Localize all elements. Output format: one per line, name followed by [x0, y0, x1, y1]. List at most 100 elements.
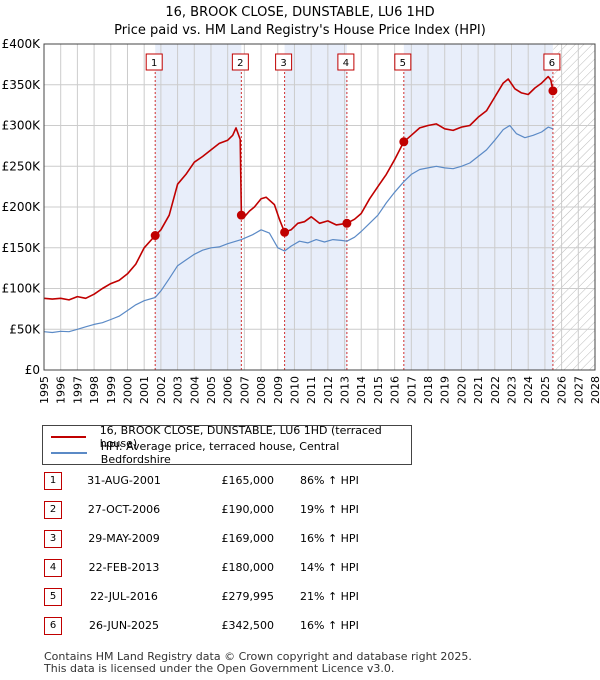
sale-number-badge: 4: [44, 559, 62, 577]
footer-licence: This data is licensed under the Open Gov…: [44, 662, 395, 675]
y-tick-label: £100K: [2, 282, 42, 296]
sale-hpi-change: 19% ↑ HPI: [300, 503, 359, 516]
sale-price: £342,500: [221, 619, 275, 632]
hpi-line-swatch: [51, 452, 87, 454]
sale-marker-number: 3: [280, 58, 286, 69]
footer: Contains HM Land Registry data © Crown c…: [44, 651, 472, 675]
x-tick-label: 2004: [188, 376, 201, 404]
sale-row: 5 22-JUL-2016 £279,995 21% ↑ HPI: [44, 588, 404, 608]
sale-hpi-change: 16% ↑ HPI: [300, 619, 359, 632]
sale-row: 2 27-OCT-2006 £190,000 19% ↑ HPI: [44, 501, 404, 521]
x-tick-label: 2006: [222, 376, 235, 404]
sale-marker-box-frame: [145, 53, 163, 71]
sale-marker-number: 2: [237, 58, 243, 69]
sale-marker-number: 6: [549, 58, 555, 69]
sale-number-badge: 3: [44, 530, 62, 548]
y-tick-label: £300K: [2, 119, 42, 133]
sale-price: £279,995: [221, 590, 275, 603]
sale-point: [342, 218, 352, 228]
sale-number-badge: 5: [44, 588, 62, 606]
legend: 16, BROOK CLOSE, DUNSTABLE, LU6 1HD (ter…: [42, 424, 412, 466]
x-tick-label: 2026: [556, 376, 569, 404]
sale-date: 31-AUG-2001: [87, 474, 161, 487]
y-tick-label: £200K: [2, 200, 42, 214]
x-tick-label: 2007: [238, 376, 251, 404]
x-tick-label: 2008: [255, 376, 268, 404]
x-tick-label: 2017: [405, 376, 418, 404]
x-tick-label: 1999: [105, 376, 118, 404]
sale-marker-box-frame: [394, 53, 412, 71]
sale-price: £165,000: [221, 474, 275, 487]
x-tick-label: 2020: [455, 376, 468, 404]
x-tick-label: 2023: [506, 376, 519, 404]
sale-row: 4 22-FEB-2013 £180,000 14% ↑ HPI: [44, 559, 404, 579]
sale-marker-box-frame: [337, 53, 355, 71]
legend-property-label: 16, BROOK CLOSE, DUNSTABLE, LU6 1HD (ter…: [99, 424, 382, 450]
x-tick-label: 1995: [38, 376, 51, 404]
x-tick-label: 2010: [288, 376, 301, 404]
x-tick-label: 1996: [55, 376, 68, 404]
x-tick-label: 2016: [389, 376, 402, 404]
sale-point: [150, 231, 160, 241]
sale-point: [280, 227, 290, 237]
x-tick-label: 2027: [572, 376, 585, 404]
x-tick-label: 2011: [305, 376, 318, 404]
sale-marker-box-frame: [231, 53, 249, 71]
x-tick-label: 2005: [205, 376, 218, 404]
x-tick-label: 2014: [355, 376, 368, 404]
x-tick-label: 2012: [322, 376, 335, 404]
x-tick-label: 2022: [489, 376, 502, 404]
sale-marker-number: 4: [343, 58, 349, 69]
y-tick-label: £350K: [2, 78, 42, 92]
sale-price: £190,000: [221, 503, 275, 516]
sale-marker-box: 2: [231, 53, 249, 71]
sale-hpi-change: 14% ↑ HPI: [300, 561, 359, 574]
chart-subtitle: Price paid vs. HM Land Registry's House …: [114, 23, 486, 38]
sale-price: £169,000: [221, 532, 275, 545]
sale-marker-number: 5: [400, 58, 406, 69]
y-tick-label: £150K: [2, 241, 42, 255]
legend-hpi-label: HPI: Average price, terraced house, Cent…: [100, 440, 340, 466]
sale-marker-box: 3: [275, 53, 293, 71]
property-line-swatch: [51, 436, 86, 438]
x-tick-label: 1998: [88, 376, 101, 404]
sale-date: 22-JUL-2016: [90, 590, 158, 603]
sale-marker-box: 6: [543, 53, 561, 71]
y-tick-label: £400K: [2, 37, 42, 51]
sale-number-badge: 2: [44, 501, 62, 519]
sale-point: [399, 137, 409, 147]
sale-row: 3 29-MAY-2009 £169,000 16% ↑ HPI: [44, 530, 404, 550]
property-price-line: [43, 75, 554, 301]
x-tick-label: 2015: [372, 376, 385, 404]
x-tick-label: 2019: [439, 376, 452, 404]
sale-hpi-change: 16% ↑ HPI: [300, 532, 359, 545]
price-chart: £0 £50K £100K £150K £200K £250K £300K £350K £400…: [2, 37, 600, 404]
sale-point: [236, 210, 246, 220]
plot-area-border: [43, 43, 596, 371]
sale-marker-box: 4: [337, 53, 355, 71]
sale-hpi-change: 21% ↑ HPI: [300, 590, 359, 603]
sale-date: 27-OCT-2006: [87, 503, 161, 516]
x-tick-label: 2013: [339, 376, 352, 404]
y-tick-label: £0: [25, 363, 40, 377]
sale-hpi-change: 86% ↑ HPI: [300, 474, 359, 487]
hpi-line: [43, 124, 554, 334]
sale-number-badge: 1: [44, 472, 62, 490]
y-tick-label: £50K: [9, 322, 41, 336]
sale-price: £180,000: [221, 561, 275, 574]
sale-marker-box: 5: [394, 53, 412, 71]
sale-row: 1 31-AUG-2001 £165,000 86% ↑ HPI: [44, 472, 404, 492]
legend-item-hpi: HPI: Average price, terraced house, Cent…: [51, 440, 411, 466]
x-tick-label: 2001: [138, 376, 151, 404]
chart-title-block: 16, BROOK CLOSE, DUNSTABLE, LU6 1HD Pric…: [0, 4, 600, 40]
sale-number-badge: 6: [44, 617, 62, 635]
y-tick-label: £250K: [2, 159, 42, 173]
chart-title: 16, BROOK CLOSE, DUNSTABLE, LU6 1HD: [165, 5, 435, 20]
x-tick-label: 2003: [172, 376, 185, 404]
sale-marker-number: 1: [151, 58, 157, 69]
footer-copyright: Contains HM Land Registry data © Crown c…: [44, 650, 472, 663]
sale-row: 6 26-JUN-2025 £342,500 16% ↑ HPI: [44, 617, 404, 637]
sale-marker-box: 1: [145, 53, 163, 71]
x-tick-label: 2021: [472, 376, 485, 404]
x-tick-label: 2028: [589, 376, 600, 404]
